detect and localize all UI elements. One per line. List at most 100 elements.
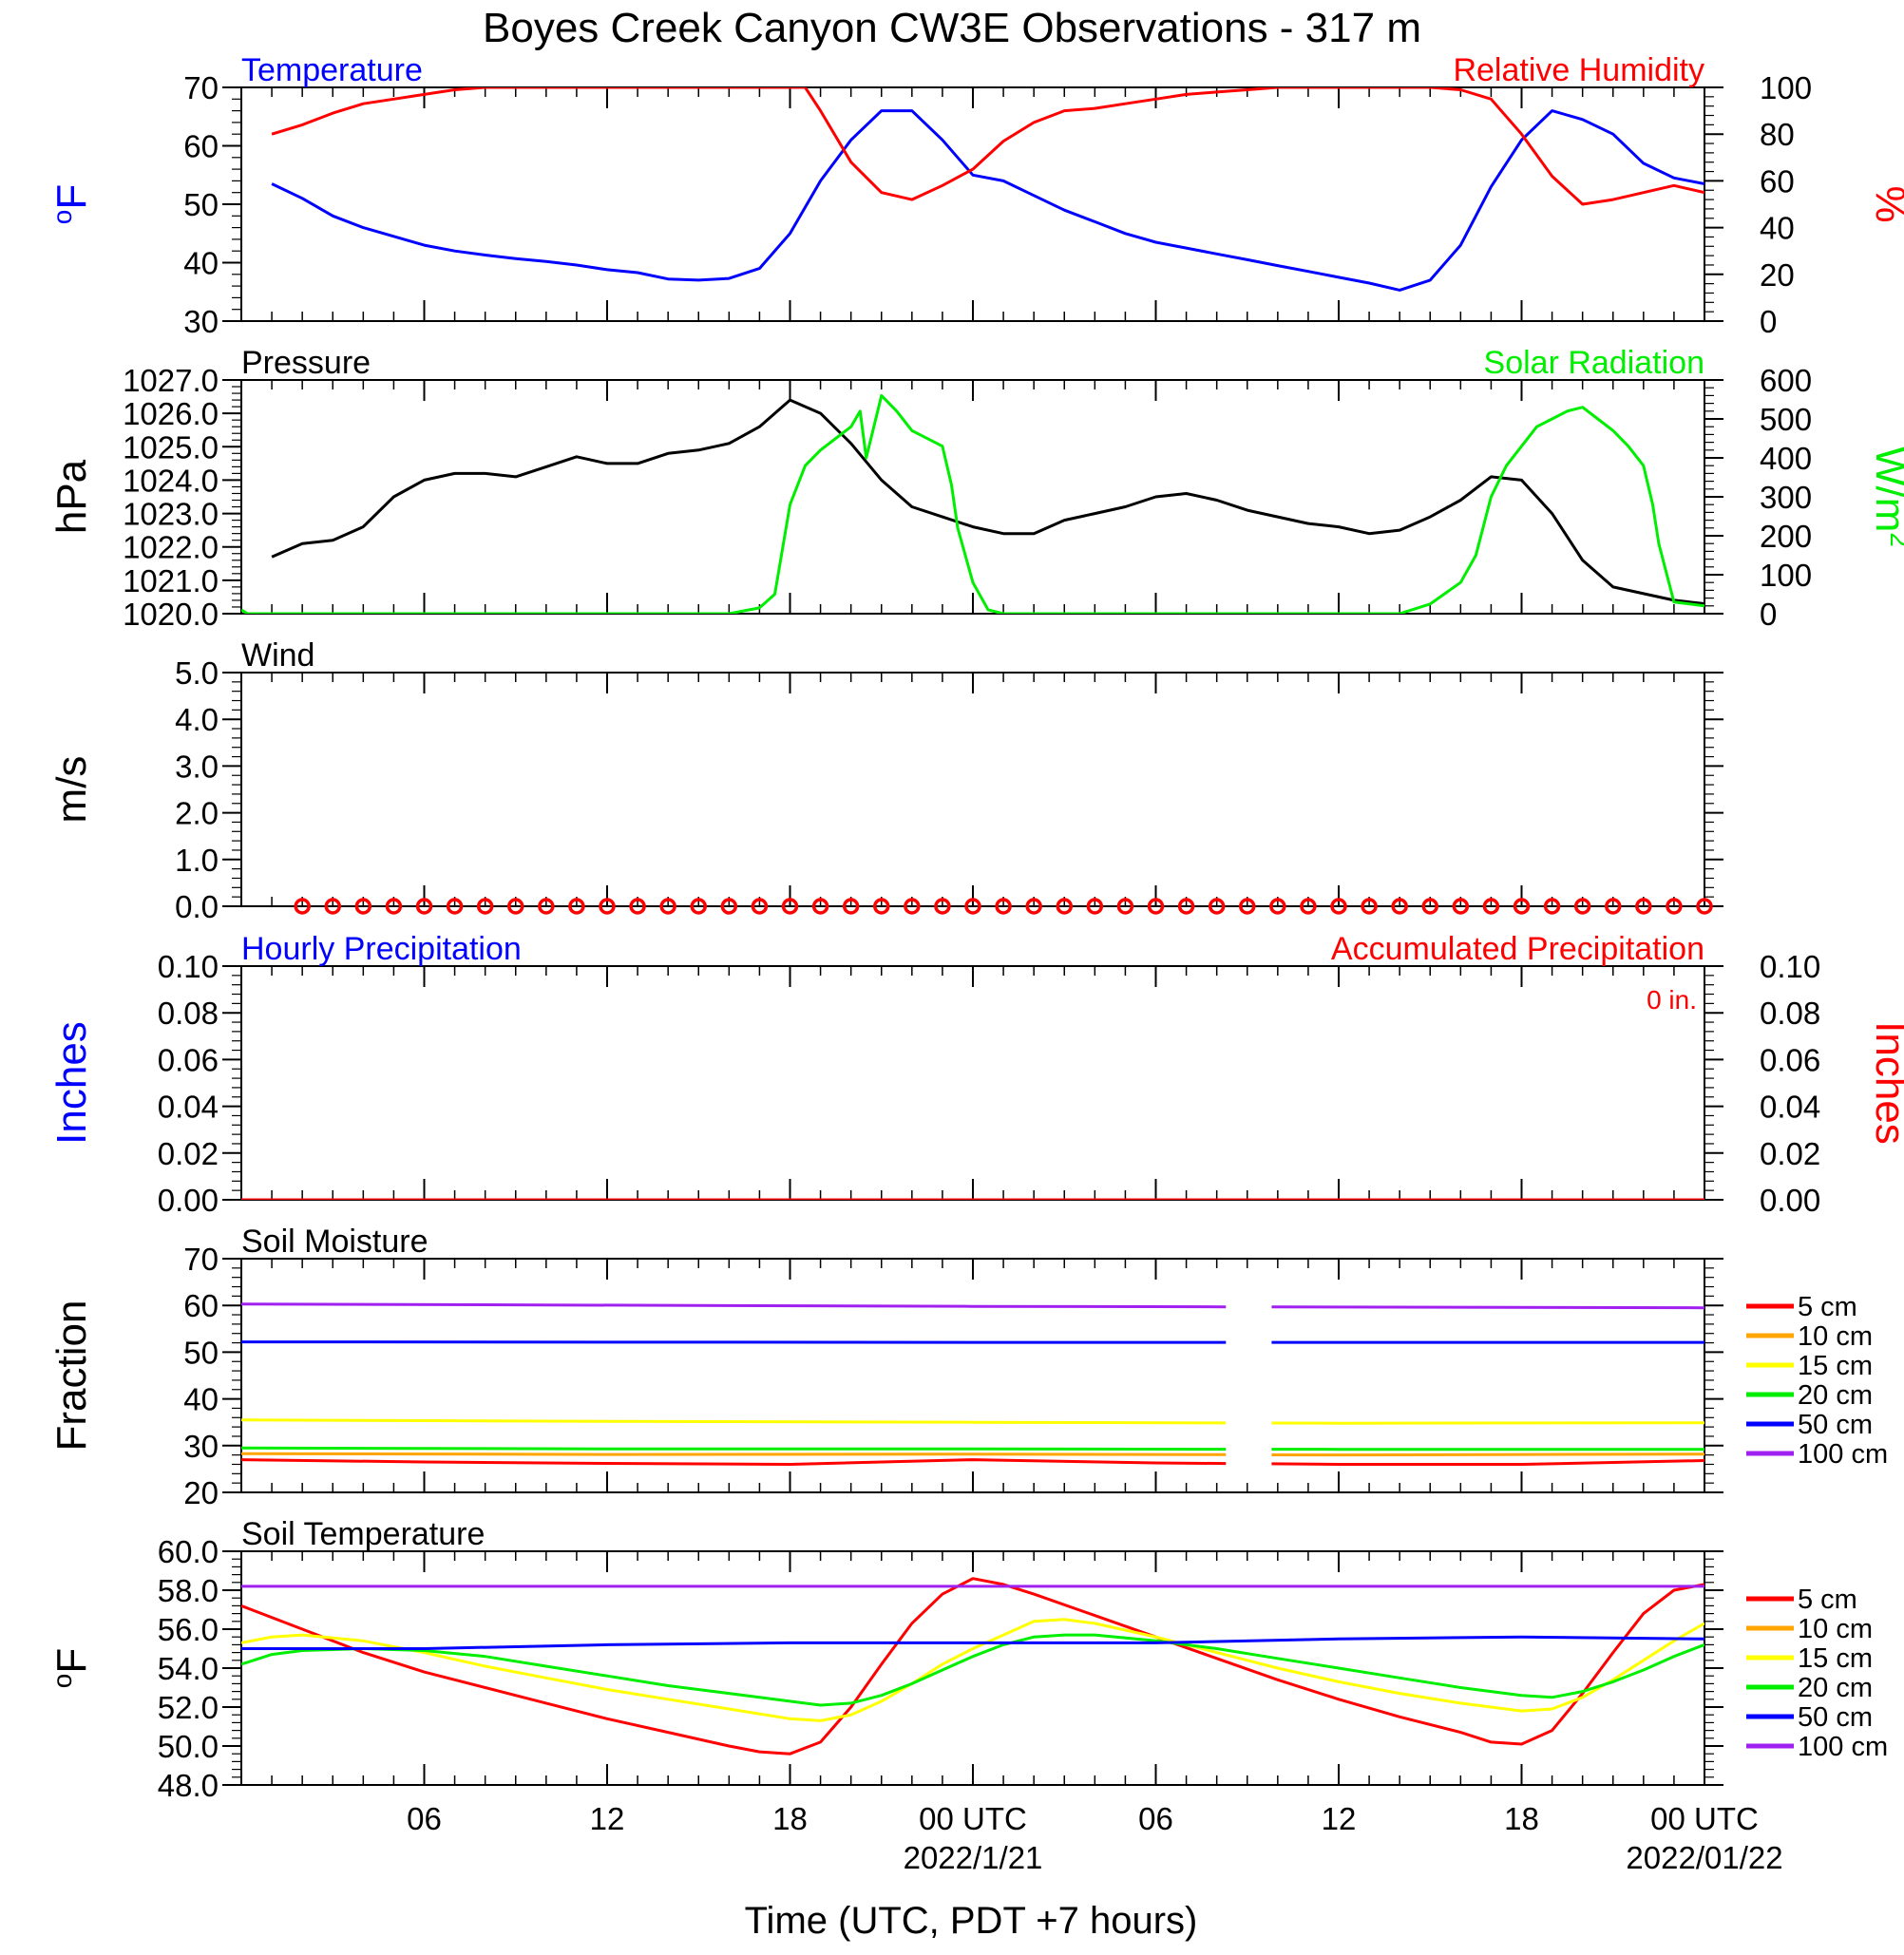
series-15cm-line xyxy=(1271,1421,1704,1425)
y-right-tick-label: 400 xyxy=(1760,441,1812,476)
wind-point xyxy=(904,898,921,915)
wind-point xyxy=(1147,898,1165,915)
series-right1-line xyxy=(271,87,1704,206)
y-right-tick-label: 500 xyxy=(1760,402,1812,437)
legend-label: 50 cm xyxy=(1798,1410,1873,1440)
y-tick-label: 0.04 xyxy=(158,1090,219,1125)
panel-precip: 0.00 0.02 0.04 0.06 0.08 0.10 0.00 0.02 0.04 0.06… xyxy=(48,931,1904,1218)
y-tick-label: 1.0 xyxy=(175,843,219,878)
wind-point xyxy=(1666,898,1683,915)
series-5cm-line xyxy=(241,1577,1704,1756)
y-right-tick-label: 300 xyxy=(1760,480,1812,515)
y-right-tick-label: 0.02 xyxy=(1760,1136,1820,1171)
y-tick-label: 30 xyxy=(183,1429,219,1464)
y-right-tick-label: 100 xyxy=(1760,70,1812,105)
wind-point xyxy=(842,898,860,915)
x-tick-label: 18 xyxy=(772,1801,808,1836)
y-tick-label: 60.0 xyxy=(158,1534,219,1569)
wind-point xyxy=(1635,898,1652,915)
wind-point xyxy=(1573,898,1591,915)
y-tick-label: 1023.0 xyxy=(123,497,219,532)
legend-label: 5 cm xyxy=(1798,1585,1857,1615)
y-tick-label: 70 xyxy=(183,70,219,105)
x-tick-label: 12 xyxy=(1322,1801,1357,1836)
series-10cm-line xyxy=(241,1452,1227,1456)
wind-point xyxy=(1056,898,1073,915)
wind-point xyxy=(934,898,951,915)
wind-point xyxy=(1239,898,1256,915)
series-50cm-line xyxy=(241,1635,1704,1650)
y-axis-label-left-unit: F xyxy=(48,184,95,210)
y-tick-label: 50.0 xyxy=(158,1729,219,1764)
y-right-tick-label: 80 xyxy=(1760,117,1795,152)
series-20cm-line xyxy=(241,1446,1227,1452)
y-tick-label: 1027.0 xyxy=(123,363,219,398)
wind-point xyxy=(415,898,433,915)
y-tick-label: 0.0 xyxy=(175,889,219,924)
legend-label: 50 cm xyxy=(1798,1702,1873,1733)
panel-title-right: Accumulated Precipitation xyxy=(1331,931,1704,967)
legend-label: 100 cm xyxy=(1798,1439,1888,1470)
y-right-tick-label: 0.04 xyxy=(1760,1090,1820,1125)
legend-label: 20 cm xyxy=(1798,1380,1873,1411)
y-right-tick-label: 0.06 xyxy=(1760,1042,1820,1077)
wind-point xyxy=(538,898,555,915)
y-tick-label: 0.10 xyxy=(158,949,219,984)
wind-point xyxy=(1513,898,1531,915)
wind-point xyxy=(446,898,464,915)
panel-temp_rh: 30 40 50 60 70 0 20 40 60 80 100 Temperature Relativ… xyxy=(48,52,1904,339)
figure-title: Boyes Creek Canyon CW3E Observations - 3… xyxy=(483,5,1421,51)
wind-point xyxy=(1391,898,1408,915)
y-tick-label: 3.0 xyxy=(175,749,219,784)
y-axis-label-left: oF xyxy=(48,184,96,224)
wind-point xyxy=(1116,898,1134,915)
wind-point xyxy=(629,898,646,915)
wind-point xyxy=(294,898,311,915)
y-tick-label: 1026.0 xyxy=(123,396,219,431)
y-tick-label: 1022.0 xyxy=(123,530,219,565)
panel-title-left: Temperature xyxy=(241,52,423,88)
series-100cm-line xyxy=(241,1302,1227,1309)
wind-point xyxy=(1025,898,1042,915)
legend-label: 10 cm xyxy=(1798,1614,1873,1644)
y-axis-label-left: hPa xyxy=(48,459,95,534)
wind-point xyxy=(1177,898,1195,915)
wind-point xyxy=(1696,898,1713,915)
y-axis-label-right: W/m2 xyxy=(1867,446,1904,547)
wind-point xyxy=(1421,898,1438,915)
y-axis-label-left: Fraction xyxy=(48,1300,95,1452)
y-tick-label: 0.00 xyxy=(158,1183,219,1218)
y-right-tick-label: 600 xyxy=(1760,363,1812,398)
wind-point xyxy=(476,898,494,915)
panel-soil_temp: 48.0 50.0 52.0 54.0 56.0 58.0 60.0 Soil Tempera… xyxy=(48,1516,1889,1803)
panel-wind: 0.0 1.0 2.0 3.0 4.0 5.0 Wind m/s xyxy=(48,637,1723,924)
y-right-tick-label: 100 xyxy=(1760,558,1812,593)
wind-point xyxy=(1361,898,1378,915)
y-right-tick-label: 20 xyxy=(1760,257,1795,293)
panel-title-left: Pressure xyxy=(241,345,371,381)
legend-label: 20 cm xyxy=(1798,1673,1873,1703)
legend-label: 15 cm xyxy=(1798,1643,1873,1674)
wind-point xyxy=(811,898,829,915)
wind-point xyxy=(964,898,981,915)
y-tick-label: 0.02 xyxy=(158,1136,219,1171)
y-axis-label-left: Inches xyxy=(48,1021,95,1145)
wind-point xyxy=(385,898,403,915)
wind-point xyxy=(1452,898,1470,915)
y-right-tick-label: 0.00 xyxy=(1760,1183,1820,1218)
y-right-tick-label: 200 xyxy=(1760,519,1812,554)
y-tick-label: 50 xyxy=(183,187,219,222)
wind-point xyxy=(1208,898,1226,915)
series-10cm-line xyxy=(1271,1452,1704,1457)
wind-point xyxy=(659,898,676,915)
series-5cm-line xyxy=(241,1458,1227,1466)
accumulated-total-label: 0 in. xyxy=(1647,985,1697,1015)
series-20cm-line xyxy=(241,1633,1704,1707)
y-right-tick-label: 0.10 xyxy=(1760,949,1820,984)
y-axis-label-left: m/s xyxy=(48,756,95,824)
panel-soil_moisture: 20 30 40 50 60 70 Soil Moisture Fraction 5 cm10 … xyxy=(48,1224,1888,1510)
series-left0-line xyxy=(271,398,1704,605)
y-tick-label: 2.0 xyxy=(175,796,219,831)
